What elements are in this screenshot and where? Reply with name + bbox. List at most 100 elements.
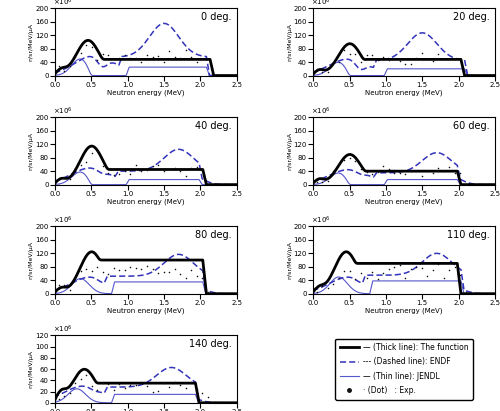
Point: [198, 55, 206, 62]
Point: [60, 282, 68, 289]
Point: [148, 162, 156, 169]
Text: 110 deg.: 110 deg.: [447, 230, 490, 240]
Point: [406, 168, 414, 174]
Point: [132, 265, 140, 271]
Point: [192, 59, 200, 65]
Point: [462, 289, 470, 295]
Point: [110, 387, 118, 394]
Point: [412, 264, 420, 270]
Point: [176, 382, 184, 388]
Point: [60, 392, 68, 399]
Point: [116, 266, 124, 273]
Point: [346, 268, 354, 274]
Point: [440, 275, 448, 281]
Point: [434, 165, 442, 171]
Point: [318, 69, 326, 76]
Point: [143, 52, 151, 58]
Point: [170, 165, 178, 171]
Point: [104, 381, 112, 387]
Point: [424, 55, 432, 62]
Point: [76, 50, 84, 56]
Point: [88, 382, 96, 389]
Text: $\times$10$^6$: $\times$10$^6$: [53, 0, 73, 7]
Point: [357, 270, 365, 276]
Point: [324, 69, 332, 76]
Point: [170, 379, 178, 386]
Point: [340, 268, 348, 274]
Point: [204, 289, 212, 296]
Point: [418, 265, 426, 271]
Legend: — (Thick line): The function, --- (Dashed line): ENDF, — (Thin line): JENDL, · (: — (Thick line): The function, --- (Dashe…: [335, 339, 473, 400]
Point: [148, 53, 156, 60]
Text: $\times$10$^6$: $\times$10$^6$: [53, 215, 73, 226]
Point: [99, 163, 107, 169]
Point: [374, 276, 382, 282]
Point: [170, 266, 178, 272]
Point: [94, 264, 102, 271]
Point: [412, 168, 420, 174]
Point: [346, 51, 354, 58]
Text: $\times$10$^6$: $\times$10$^6$: [312, 215, 331, 226]
Text: $\times$10$^6$: $\times$10$^6$: [53, 323, 73, 335]
Point: [170, 53, 178, 60]
Point: [396, 58, 404, 65]
Point: [76, 268, 84, 275]
Point: [340, 46, 348, 53]
Point: [368, 171, 376, 177]
X-axis label: Neutron energy (MeV): Neutron energy (MeV): [366, 89, 443, 96]
Point: [456, 57, 464, 63]
Point: [110, 171, 118, 178]
Point: [132, 162, 140, 169]
Point: [71, 380, 79, 386]
Point: [340, 157, 348, 163]
Point: [126, 381, 134, 388]
Point: [412, 55, 420, 62]
Point: [390, 169, 398, 176]
Point: [104, 170, 112, 177]
Point: [54, 282, 62, 289]
Point: [198, 166, 206, 173]
Point: [143, 167, 151, 173]
Point: [446, 267, 454, 273]
Text: $\times$10$^6$: $\times$10$^6$: [53, 105, 73, 117]
Point: [368, 268, 376, 275]
Point: [379, 269, 387, 276]
Point: [182, 47, 190, 53]
Point: [82, 266, 90, 272]
Text: 60 deg.: 60 deg.: [453, 121, 490, 131]
Point: [384, 266, 392, 272]
Point: [418, 50, 426, 57]
Point: [384, 57, 392, 63]
Point: [204, 72, 212, 79]
Point: [357, 166, 365, 172]
Point: [88, 44, 96, 50]
Point: [313, 289, 321, 296]
Point: [406, 266, 414, 272]
Point: [165, 48, 173, 55]
Point: [154, 53, 162, 60]
Point: [352, 157, 360, 164]
Point: [330, 281, 338, 287]
Point: [324, 284, 332, 291]
Text: $\times$10$^6$: $\times$10$^6$: [312, 105, 331, 117]
Point: [66, 287, 74, 293]
Point: [138, 168, 145, 175]
Point: [160, 168, 168, 175]
Point: [54, 62, 62, 69]
Point: [88, 150, 96, 156]
Point: [362, 275, 370, 281]
Point: [374, 169, 382, 175]
Point: [160, 268, 168, 275]
Point: [116, 381, 124, 387]
X-axis label: Neutron energy (MeV): Neutron energy (MeV): [107, 89, 184, 96]
Point: [154, 162, 162, 169]
Y-axis label: n/sr/MeV/μA: n/sr/MeV/μA: [287, 23, 292, 61]
Point: [401, 275, 409, 282]
Point: [429, 58, 437, 64]
Point: [160, 59, 168, 65]
Point: [440, 168, 448, 175]
Point: [121, 52, 129, 59]
Point: [451, 170, 459, 176]
Point: [374, 57, 382, 64]
Point: [446, 164, 454, 171]
